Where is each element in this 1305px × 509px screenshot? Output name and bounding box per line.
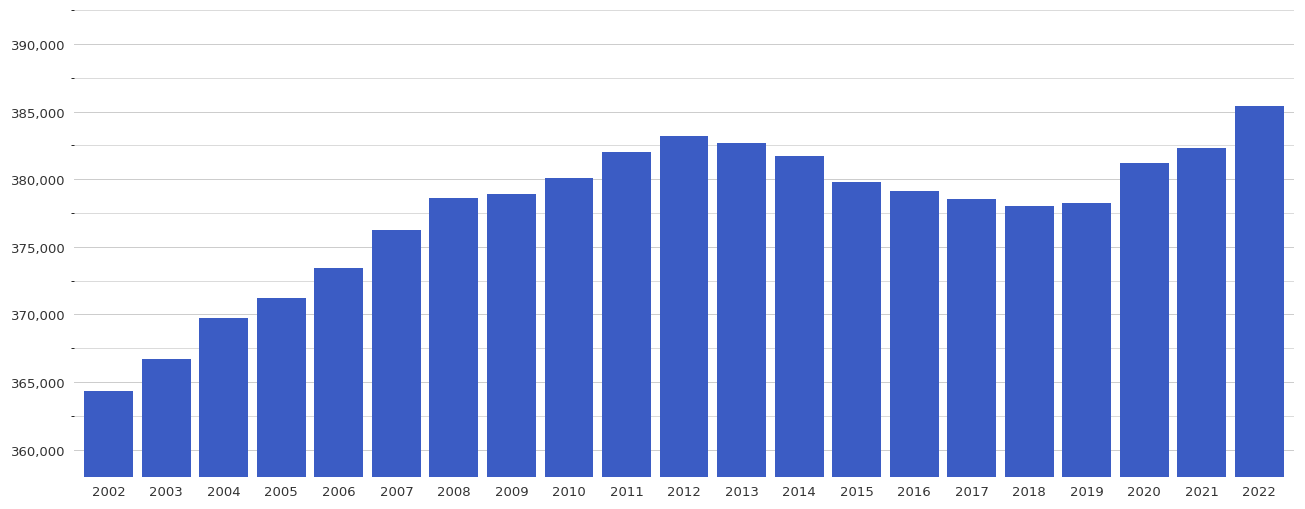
Bar <box>659 136 709 509</box>
Bar <box>1062 204 1112 509</box>
Bar <box>315 269 363 509</box>
Bar <box>890 192 938 509</box>
Bar <box>1120 163 1169 509</box>
Bar <box>429 199 479 509</box>
Bar <box>200 319 248 509</box>
Bar <box>85 391 133 509</box>
Bar <box>602 153 651 509</box>
Bar <box>372 231 420 509</box>
Bar <box>1235 107 1284 509</box>
Bar <box>947 200 996 509</box>
Bar <box>775 157 823 509</box>
Bar <box>1005 207 1053 509</box>
Bar <box>257 298 305 509</box>
Bar <box>718 144 766 509</box>
Bar <box>1177 149 1227 509</box>
Bar <box>142 359 191 509</box>
Bar <box>544 179 594 509</box>
Bar <box>487 194 536 509</box>
Bar <box>833 182 881 509</box>
